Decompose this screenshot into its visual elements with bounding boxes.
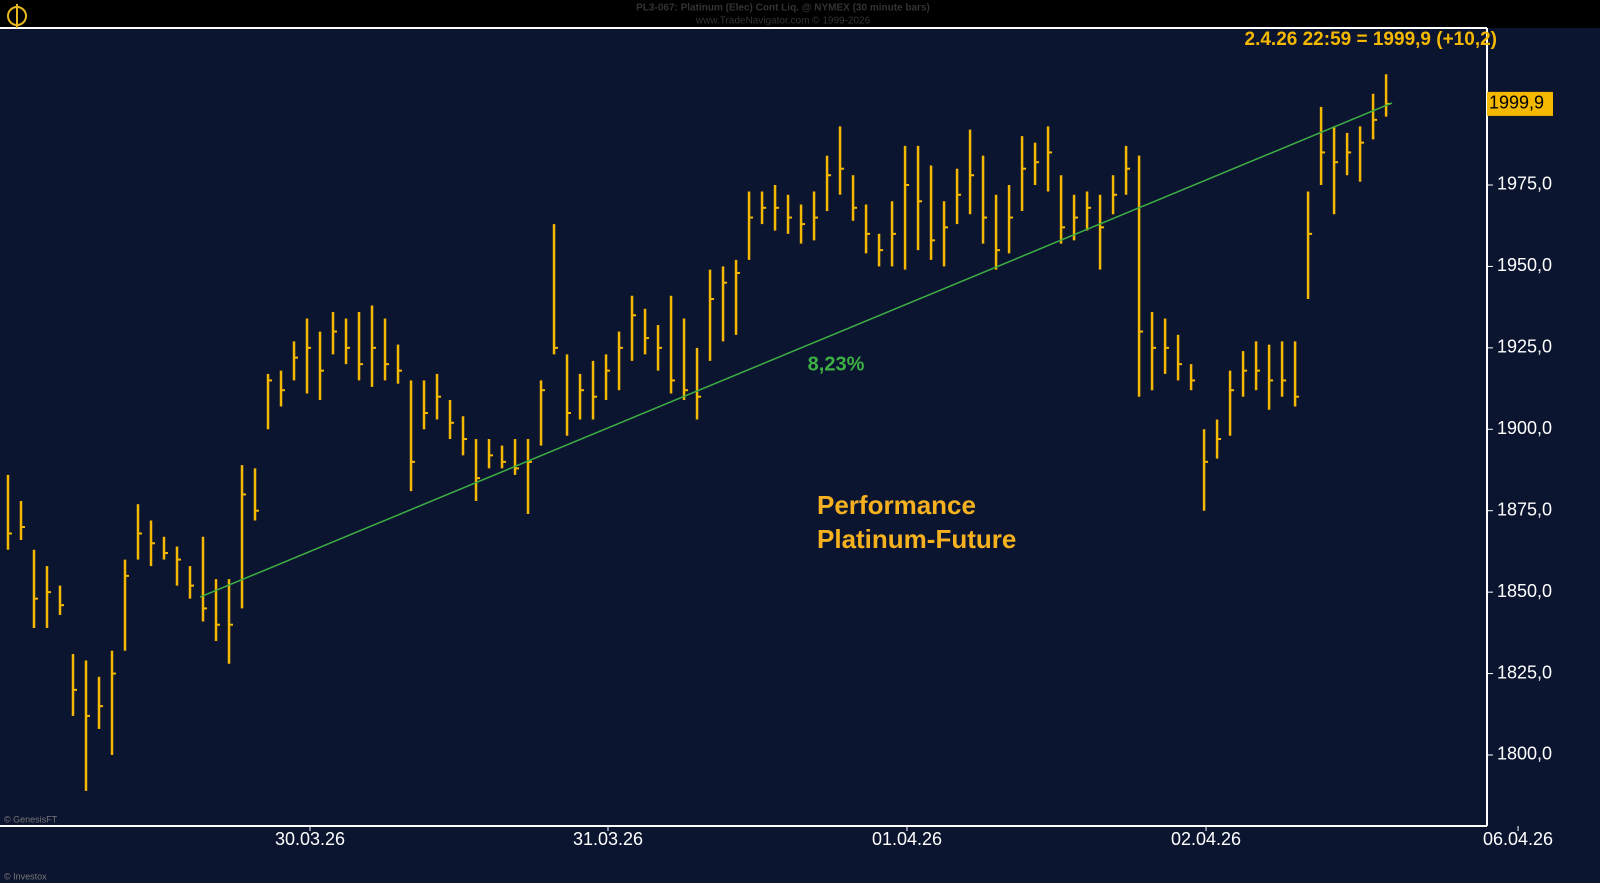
annotation: Platinum-Future bbox=[817, 524, 1016, 554]
logo bbox=[7, 4, 27, 28]
trend-line bbox=[199, 102, 1393, 598]
y-tick-label: 1975,0 bbox=[1497, 174, 1552, 194]
footer bbox=[0, 846, 1600, 883]
y-tick-label: 1925,0 bbox=[1497, 337, 1552, 357]
y-tick-label: 1800,0 bbox=[1497, 744, 1552, 764]
x-tick-label: 01.04.26 bbox=[872, 829, 942, 849]
x-tick-label: 06.04.26 bbox=[1483, 829, 1553, 849]
trend-label: 8,23% bbox=[808, 353, 865, 375]
chart-subtitle: www.TradeNavigator.com © 1999-2026 bbox=[695, 16, 871, 27]
y-tick-label: 1850,0 bbox=[1497, 581, 1552, 601]
y-tick-label: 1825,0 bbox=[1497, 662, 1552, 682]
y-tick-label: 1875,0 bbox=[1497, 499, 1552, 519]
y-tick-label: 1950,0 bbox=[1497, 255, 1552, 275]
x-tick-label: 02.04.26 bbox=[1171, 829, 1241, 849]
annotation: Performance bbox=[817, 490, 976, 520]
chart-title: PL3-067: Platinum (Elec) Cont Liq. @ NYM… bbox=[636, 3, 930, 14]
x-tick-label: 30.03.26 bbox=[275, 829, 345, 849]
credit: © Investox bbox=[4, 871, 47, 881]
header-bar bbox=[0, 0, 1600, 28]
credit: © GenesisFT bbox=[4, 814, 58, 824]
price-marker-label: 1999,9 bbox=[1489, 93, 1544, 113]
price-marker bbox=[1487, 91, 1553, 116]
quote: 2.4.26 22:59 = 1999,9 (+10,2) bbox=[1245, 29, 1497, 50]
y-tick-label: 1900,0 bbox=[1497, 418, 1552, 438]
x-tick-label: 31.03.26 bbox=[573, 829, 643, 849]
